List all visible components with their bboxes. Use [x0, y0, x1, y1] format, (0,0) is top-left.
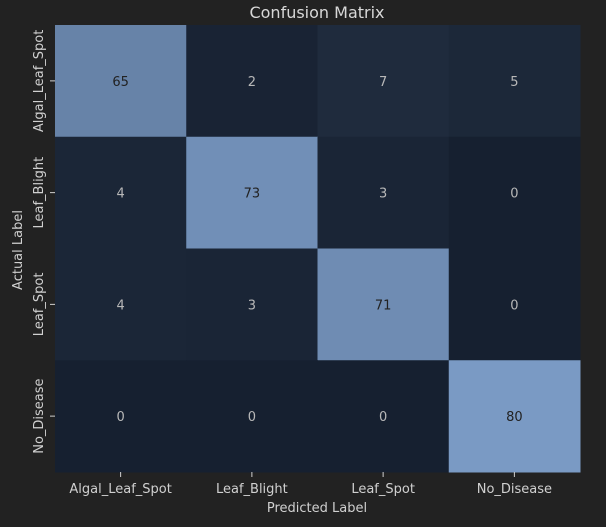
cell-value-label: 4 [116, 298, 124, 313]
x-tick-label: No_Disease [477, 482, 552, 497]
y-tick-label: Algal_Leaf_Spot [32, 30, 47, 132]
cell-value-label: 7 [379, 75, 387, 90]
heatmap-cell-no-disease-leaf-blight [186, 360, 318, 473]
heatmap-cell-algal-leaf-spot-leaf-blight [186, 25, 318, 138]
y-tick-label: Leaf_Blight [32, 157, 47, 229]
cell-value-label: 3 [379, 187, 387, 202]
cell-value-label: 0 [379, 410, 387, 425]
heatmap-cell-leaf-spot-leaf-blight [186, 248, 318, 361]
x-tick-label: Algal_Leaf_Spot [69, 482, 171, 497]
heatmap-cell-no-disease-algal-leaf-spot [55, 360, 187, 473]
heatmap-cell-leaf-blight-no-disease [448, 136, 581, 249]
y-tick-label: Leaf_Spot [32, 273, 47, 337]
cell-value-label: 0 [116, 410, 124, 425]
cell-value-label: 80 [506, 410, 523, 425]
y-tick-label: No_Disease [32, 378, 47, 453]
heatmap-cell-leaf-blight-leaf-blight [186, 136, 318, 249]
cell-value-label: 3 [248, 298, 256, 313]
x-axis-label: Predicted Label [267, 501, 367, 516]
heatmap-cell-leaf-spot-algal-leaf-spot [55, 248, 187, 361]
x-tick-labels: Algal_Leaf_Spot Leaf_Blight Leaf_Spot No_Di… [69, 472, 552, 497]
heatmap-cell-algal-leaf-spot-leaf-spot [317, 25, 450, 138]
x-tick-label: Leaf_Spot [351, 482, 415, 497]
heatmap-cell-leaf-blight-algal-leaf-spot [55, 136, 187, 249]
heatmap-cell-algal-leaf-spot-algal-leaf-spot [55, 25, 187, 138]
cell-value-label: 0 [248, 410, 256, 425]
cell-value-label: 0 [510, 298, 518, 313]
cell-value-label: 2 [248, 75, 256, 90]
heatmap-cell-algal-leaf-spot-no-disease [448, 25, 581, 138]
cell-value-label: 71 [375, 298, 392, 313]
cell-value-label: 0 [510, 187, 518, 202]
cell-value-label: 73 [244, 187, 261, 202]
y-tick-labels: Algal_Leaf_Spot Leaf_Blight Leaf_Spot No_Di… [32, 30, 55, 454]
cell-value-label: 65 [112, 75, 129, 90]
cell-value-label: 4 [116, 187, 124, 202]
y-axis-label: Actual Label [11, 210, 26, 290]
heatmap-cells: 65 2 7 5 4 73 3 0 4 3 71 0 0 0 0 80 [55, 25, 581, 473]
heatmap-cell-no-disease-leaf-spot [317, 360, 450, 473]
heatmap-cell-no-disease-no-disease [448, 360, 581, 473]
heatmap-cell-leaf-blight-leaf-spot [317, 136, 450, 249]
cell-value-label: 5 [510, 75, 518, 90]
chart-title: Confusion Matrix [249, 3, 384, 22]
heatmap-cell-leaf-spot-no-disease [448, 248, 581, 361]
x-tick-label: Leaf_Blight [216, 482, 288, 497]
heatmap-cell-leaf-spot-leaf-spot [317, 248, 450, 361]
